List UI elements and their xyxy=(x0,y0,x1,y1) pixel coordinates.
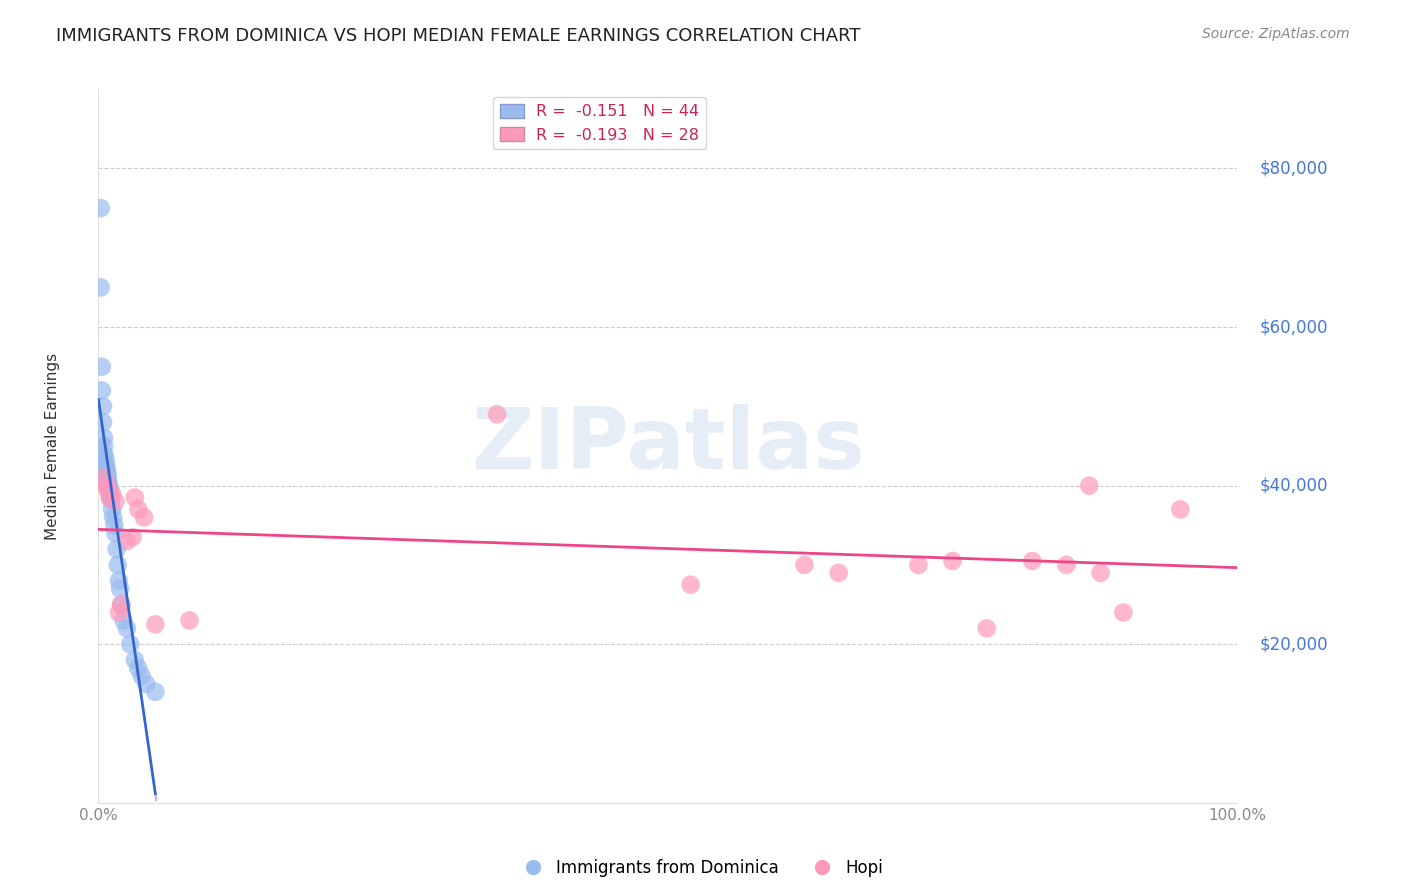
Point xyxy=(793,558,815,572)
Point xyxy=(108,574,131,588)
Point xyxy=(97,480,120,494)
Point xyxy=(124,653,146,667)
Point xyxy=(108,582,131,596)
Point xyxy=(103,510,125,524)
Point xyxy=(124,491,146,505)
Point xyxy=(98,488,121,502)
Point xyxy=(96,471,118,485)
Point xyxy=(98,486,121,500)
Text: ZIPatlas: ZIPatlas xyxy=(471,404,865,488)
Point xyxy=(96,464,118,478)
Point xyxy=(107,558,129,572)
Point xyxy=(98,483,121,497)
Text: Median Female Earnings: Median Female Earnings xyxy=(45,352,60,540)
Point xyxy=(132,510,155,524)
Point xyxy=(942,554,965,568)
Legend: R =  -0.151   N = 44, R =  -0.193   N = 28: R = -0.151 N = 44, R = -0.193 N = 28 xyxy=(494,97,706,149)
Point xyxy=(145,685,167,699)
Point xyxy=(1170,502,1192,516)
Point xyxy=(98,485,121,500)
Point xyxy=(110,598,132,612)
Point xyxy=(112,614,135,628)
Point xyxy=(96,475,118,489)
Point xyxy=(121,530,143,544)
Point xyxy=(90,201,112,215)
Point xyxy=(101,486,124,500)
Point xyxy=(90,359,112,374)
Text: IMMIGRANTS FROM DOMINICA VS HOPI MEDIAN FEMALE EARNINGS CORRELATION CHART: IMMIGRANTS FROM DOMINICA VS HOPI MEDIAN … xyxy=(56,27,860,45)
Point xyxy=(105,542,128,557)
Point xyxy=(1078,478,1101,492)
Point xyxy=(93,447,115,461)
Point xyxy=(131,669,153,683)
Point xyxy=(127,502,149,516)
Point xyxy=(1021,554,1043,568)
Point xyxy=(104,494,127,508)
Point xyxy=(108,606,131,620)
Point xyxy=(97,477,120,491)
Point xyxy=(98,491,121,505)
Point xyxy=(145,617,167,632)
Point xyxy=(976,621,998,635)
Point xyxy=(104,526,127,541)
Point xyxy=(93,431,115,445)
Point xyxy=(907,558,929,572)
Point xyxy=(96,463,118,477)
Point xyxy=(94,450,117,465)
Point xyxy=(96,478,118,492)
Point xyxy=(90,280,112,294)
Legend: Immigrants from Dominica, Hopi: Immigrants from Dominica, Hopi xyxy=(516,853,890,884)
Point xyxy=(94,455,117,469)
Point xyxy=(100,491,122,505)
Point xyxy=(96,483,118,497)
Point xyxy=(1054,558,1078,572)
Point xyxy=(1090,566,1112,580)
Text: $80,000: $80,000 xyxy=(1260,160,1329,178)
Text: $60,000: $60,000 xyxy=(1260,318,1329,336)
Point xyxy=(115,621,138,635)
Point xyxy=(679,578,702,592)
Point xyxy=(103,518,125,533)
Point xyxy=(91,415,114,429)
Point xyxy=(96,458,118,473)
Point xyxy=(100,492,122,507)
Text: $20,000: $20,000 xyxy=(1260,635,1329,653)
Point xyxy=(486,407,509,421)
Point xyxy=(120,637,142,651)
Point xyxy=(93,471,115,485)
Point xyxy=(115,534,138,549)
Text: Source: ZipAtlas.com: Source: ZipAtlas.com xyxy=(1202,27,1350,41)
Point xyxy=(179,614,201,628)
Point xyxy=(93,439,115,453)
Point xyxy=(90,384,112,398)
Point xyxy=(135,677,157,691)
Point xyxy=(1112,606,1135,620)
Point xyxy=(828,566,851,580)
Point xyxy=(96,467,118,481)
Point xyxy=(91,400,114,414)
Text: $40,000: $40,000 xyxy=(1260,476,1329,495)
Point xyxy=(110,598,132,612)
Point xyxy=(127,661,149,675)
Point xyxy=(101,502,124,516)
Point xyxy=(96,472,118,486)
Point xyxy=(97,478,120,492)
